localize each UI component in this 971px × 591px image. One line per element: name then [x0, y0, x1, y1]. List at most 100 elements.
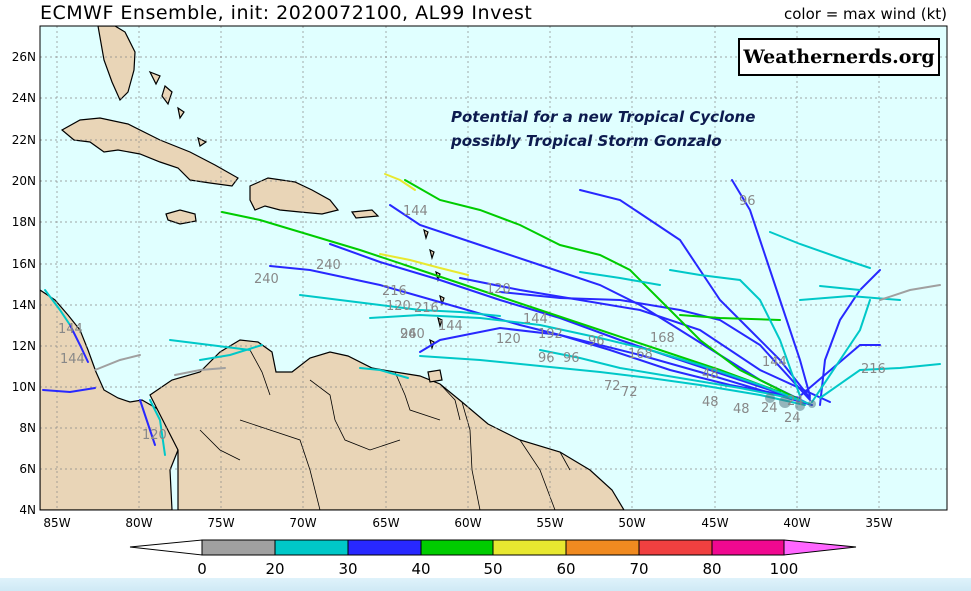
- lon-label: 40W: [783, 516, 810, 530]
- forecast-hour-label: 72: [604, 379, 621, 394]
- track-60kt: [379, 253, 469, 276]
- forecast-hour-label: 96: [588, 334, 605, 349]
- cuba-land: [60, 117, 239, 187]
- lat-label: 16N: [12, 257, 36, 271]
- lat-label: 4N: [19, 503, 36, 517]
- lon-label: 85W: [43, 516, 70, 530]
- track-50kt: [221, 211, 781, 393]
- colorbar-right-arrow: [783, 539, 857, 556]
- track-30kt: [669, 269, 801, 397]
- lat-label: 14N: [12, 298, 36, 312]
- track-40kt: [799, 344, 881, 397]
- forecast-hour-label: 24: [784, 411, 801, 426]
- lat-label: 12N: [12, 339, 36, 353]
- track-40kt: [42, 387, 96, 394]
- land-masses: [40, 26, 625, 510]
- map-title: ECMWF Ensemble, init: 2020072100, AL99 I…: [40, 2, 533, 24]
- forecast-hour-labels: 144 96 240 240 216 120 216 144 120 96 24…: [58, 194, 886, 443]
- forecast-hour-label: 24: [787, 394, 804, 409]
- colorbar-tick: 100: [770, 560, 799, 578]
- track-40kt: [329, 243, 801, 401]
- lon-label: 70W: [289, 516, 316, 530]
- colorbar-tick: 80: [702, 560, 721, 578]
- lon-label: 55W: [536, 516, 563, 530]
- lon-label: 45W: [701, 516, 728, 530]
- puerto-rico-land: [350, 209, 380, 219]
- track-30kt: [819, 363, 941, 399]
- lat-label: 10N: [12, 380, 36, 394]
- colorbar-tick: 0: [197, 560, 207, 578]
- wind-colorbar: 0 20 30 40 50 60 70 80 100: [129, 539, 857, 578]
- colorbar-segment-80: [638, 539, 713, 556]
- forecast-hour-label: 192: [538, 327, 563, 342]
- track-50kt: [679, 314, 781, 321]
- forecast-hour-label: 216: [382, 284, 407, 299]
- forecast-hour-label: 144: [60, 352, 85, 367]
- lon-label: 65W: [372, 516, 399, 530]
- track-40kt: [731, 179, 811, 397]
- lat-label: 6N: [19, 462, 36, 476]
- track-40kt: [269, 265, 813, 406]
- forecast-hour-label: 120: [496, 332, 521, 347]
- track-30kt: [819, 285, 861, 291]
- track-30kt: [359, 367, 409, 379]
- forecast-hour-label: 96: [739, 194, 756, 209]
- forecast-hour-label: 72: [621, 385, 638, 400]
- jamaica-land: [165, 209, 197, 225]
- forecast-hour-label: 120: [142, 428, 167, 443]
- lat-label: 20N: [12, 174, 36, 188]
- track-60kt: [384, 173, 416, 191]
- lon-label: 75W: [207, 516, 234, 530]
- forecast-hour-label: 96: [538, 351, 555, 366]
- colorbar-left-arrow: [129, 539, 203, 556]
- forecast-hour-label: 216: [414, 301, 439, 316]
- forecast-hour-label: 168: [628, 347, 653, 362]
- colorbar-tick: 70: [629, 560, 648, 578]
- track-30kt: [539, 349, 801, 401]
- ensemble-tracks: [42, 173, 941, 456]
- bottom-strip: [0, 578, 971, 591]
- forecast-hour-label: 240: [400, 327, 425, 342]
- lon-label: 50W: [618, 516, 645, 530]
- colorbar-segment-50: [420, 539, 494, 556]
- annotation-line-2: possibly Tropical Storm Gonzalo: [451, 132, 722, 150]
- track-30kt: [369, 313, 811, 405]
- track-40kt: [579, 189, 811, 399]
- track-40kt: [459, 277, 831, 403]
- colorbar-tick: 50: [483, 560, 502, 578]
- central-america-land: [40, 289, 179, 510]
- forecast-hour-label: 216: [861, 362, 886, 377]
- track-40kt: [139, 399, 156, 446]
- borders: [199, 349, 571, 510]
- hispaniola-land: [249, 177, 340, 215]
- track-40kt: [499, 291, 811, 401]
- track-30kt: [579, 271, 661, 286]
- latitude-labels: 26N 24N 22N 20N 18N 16N 14N 12N 10N 8N 6…: [12, 50, 36, 517]
- longitude-labels: 85W 80W 75W 70W 65W 60W 55W 50W 45W 40W …: [43, 516, 892, 530]
- track-50kt: [404, 179, 801, 401]
- forecast-hour-label: 240: [254, 272, 279, 287]
- forecast-hour-label: 48: [702, 367, 719, 382]
- colorbar-segment-20: [201, 539, 276, 556]
- lon-label: 60W: [454, 516, 481, 530]
- track-30kt: [299, 294, 501, 317]
- track-30kt: [149, 399, 166, 456]
- forecast-hour-label: 144: [58, 322, 83, 337]
- track-40kt: [419, 326, 801, 399]
- colorbar-tick: 60: [556, 560, 575, 578]
- forecast-hour-label: 48: [702, 395, 719, 410]
- lat-label: 18N: [12, 215, 36, 229]
- track-20kt: [94, 354, 141, 371]
- forecast-hour-label: 144: [762, 355, 787, 370]
- track-30kt: [811, 299, 871, 403]
- forecast-hour-label: 240: [316, 258, 341, 273]
- colorbar-segment-30: [274, 539, 349, 556]
- forecast-hour-label: 144: [403, 204, 428, 219]
- forecast-hour-label: 96: [400, 327, 417, 342]
- colorbar-tick: 20: [265, 560, 284, 578]
- lat-label: 26N: [12, 50, 36, 64]
- forecast-hour-label: 120: [386, 299, 411, 314]
- colorbar-segment-40: [347, 539, 422, 556]
- lon-label: 80W: [125, 516, 152, 530]
